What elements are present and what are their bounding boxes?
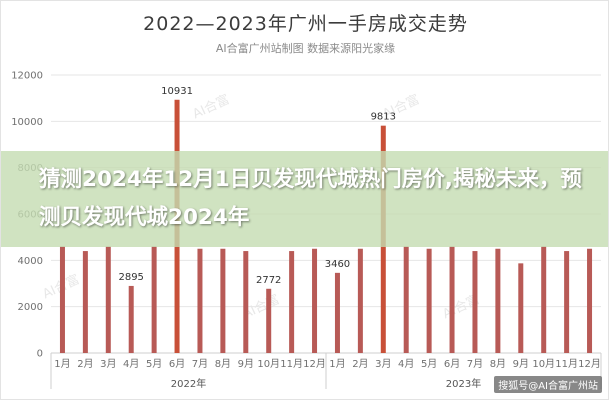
bar [357, 248, 363, 353]
x-tick-label: 8月 [490, 358, 506, 370]
bar [426, 248, 432, 353]
y-tick-label: 0 [37, 349, 43, 360]
bar [243, 251, 249, 353]
x-tick-label: 12月 [303, 358, 326, 370]
bar [289, 251, 295, 353]
bar [220, 248, 226, 353]
data-label: 2895 [118, 272, 143, 283]
x-tick-label: 11月 [280, 358, 303, 370]
bar [495, 248, 501, 353]
y-tick-label: 10000 [11, 117, 43, 128]
x-tick-label: 6月 [169, 358, 185, 370]
y-tick-label: 2000 [18, 302, 43, 313]
bar [564, 251, 570, 353]
banner-text: 猜测2024年12月1日贝发现代城热门房价,揭秘未来，预测贝发现代城2024年 [39, 167, 582, 230]
x-tick-label: 4月 [123, 358, 139, 370]
bar [82, 251, 88, 353]
data-label: 2772 [256, 275, 281, 286]
x-tick-label: 12月 [578, 358, 601, 370]
x-tick-label: 7月 [467, 358, 483, 370]
bar [403, 246, 409, 353]
chart-subtitle: AI合富广州站制图 数据来源阳光家缘 [215, 42, 396, 55]
bar [334, 272, 340, 353]
bar [197, 248, 203, 353]
x-tick-label: 9月 [238, 358, 254, 370]
x-tick-label: 5月 [146, 358, 162, 370]
data-label: 9813 [371, 112, 396, 123]
x-tick-label: 10月 [257, 358, 280, 370]
bar [266, 288, 272, 353]
x-tick-label: 6月 [444, 358, 460, 370]
x-tick-label: 3月 [375, 358, 391, 370]
x-tick-label: 2月 [352, 358, 368, 370]
bar [128, 285, 134, 353]
bar [312, 248, 318, 353]
source-watermark: 搜狐号@AI合富广州站 [494, 376, 602, 393]
x-tick-label: 1月 [329, 358, 345, 370]
bar [541, 246, 547, 353]
x-tick-label: 9月 [513, 358, 529, 370]
y-tick-label: 4000 [18, 256, 43, 267]
bar [472, 251, 478, 353]
x-tick-label: 8月 [215, 358, 231, 370]
data-label: 3460 [325, 259, 350, 270]
bar [151, 246, 157, 353]
bar [449, 246, 455, 353]
bar [59, 246, 65, 353]
x-tick-label: 5月 [421, 358, 437, 370]
year-label: 2023年 [446, 377, 481, 390]
x-tick-label: 7月 [192, 358, 208, 370]
bar [587, 248, 593, 353]
bar [105, 246, 111, 353]
x-tick-label: 4月 [398, 358, 414, 370]
x-tick-label: 11月 [555, 358, 578, 370]
data-label: 10931 [161, 86, 193, 97]
chart-title: 2022—2023年广州一手房成交走势 [143, 13, 468, 35]
year-label: 2022年 [171, 377, 206, 390]
bar [518, 263, 524, 353]
y-tick-label: 12000 [11, 71, 43, 82]
x-tick-label: 1月 [54, 358, 70, 370]
overlay-banner [1, 151, 608, 247]
x-tick-label: 2月 [77, 358, 93, 370]
x-tick-label: 10月 [532, 358, 555, 370]
x-tick-label: 3月 [100, 358, 116, 370]
